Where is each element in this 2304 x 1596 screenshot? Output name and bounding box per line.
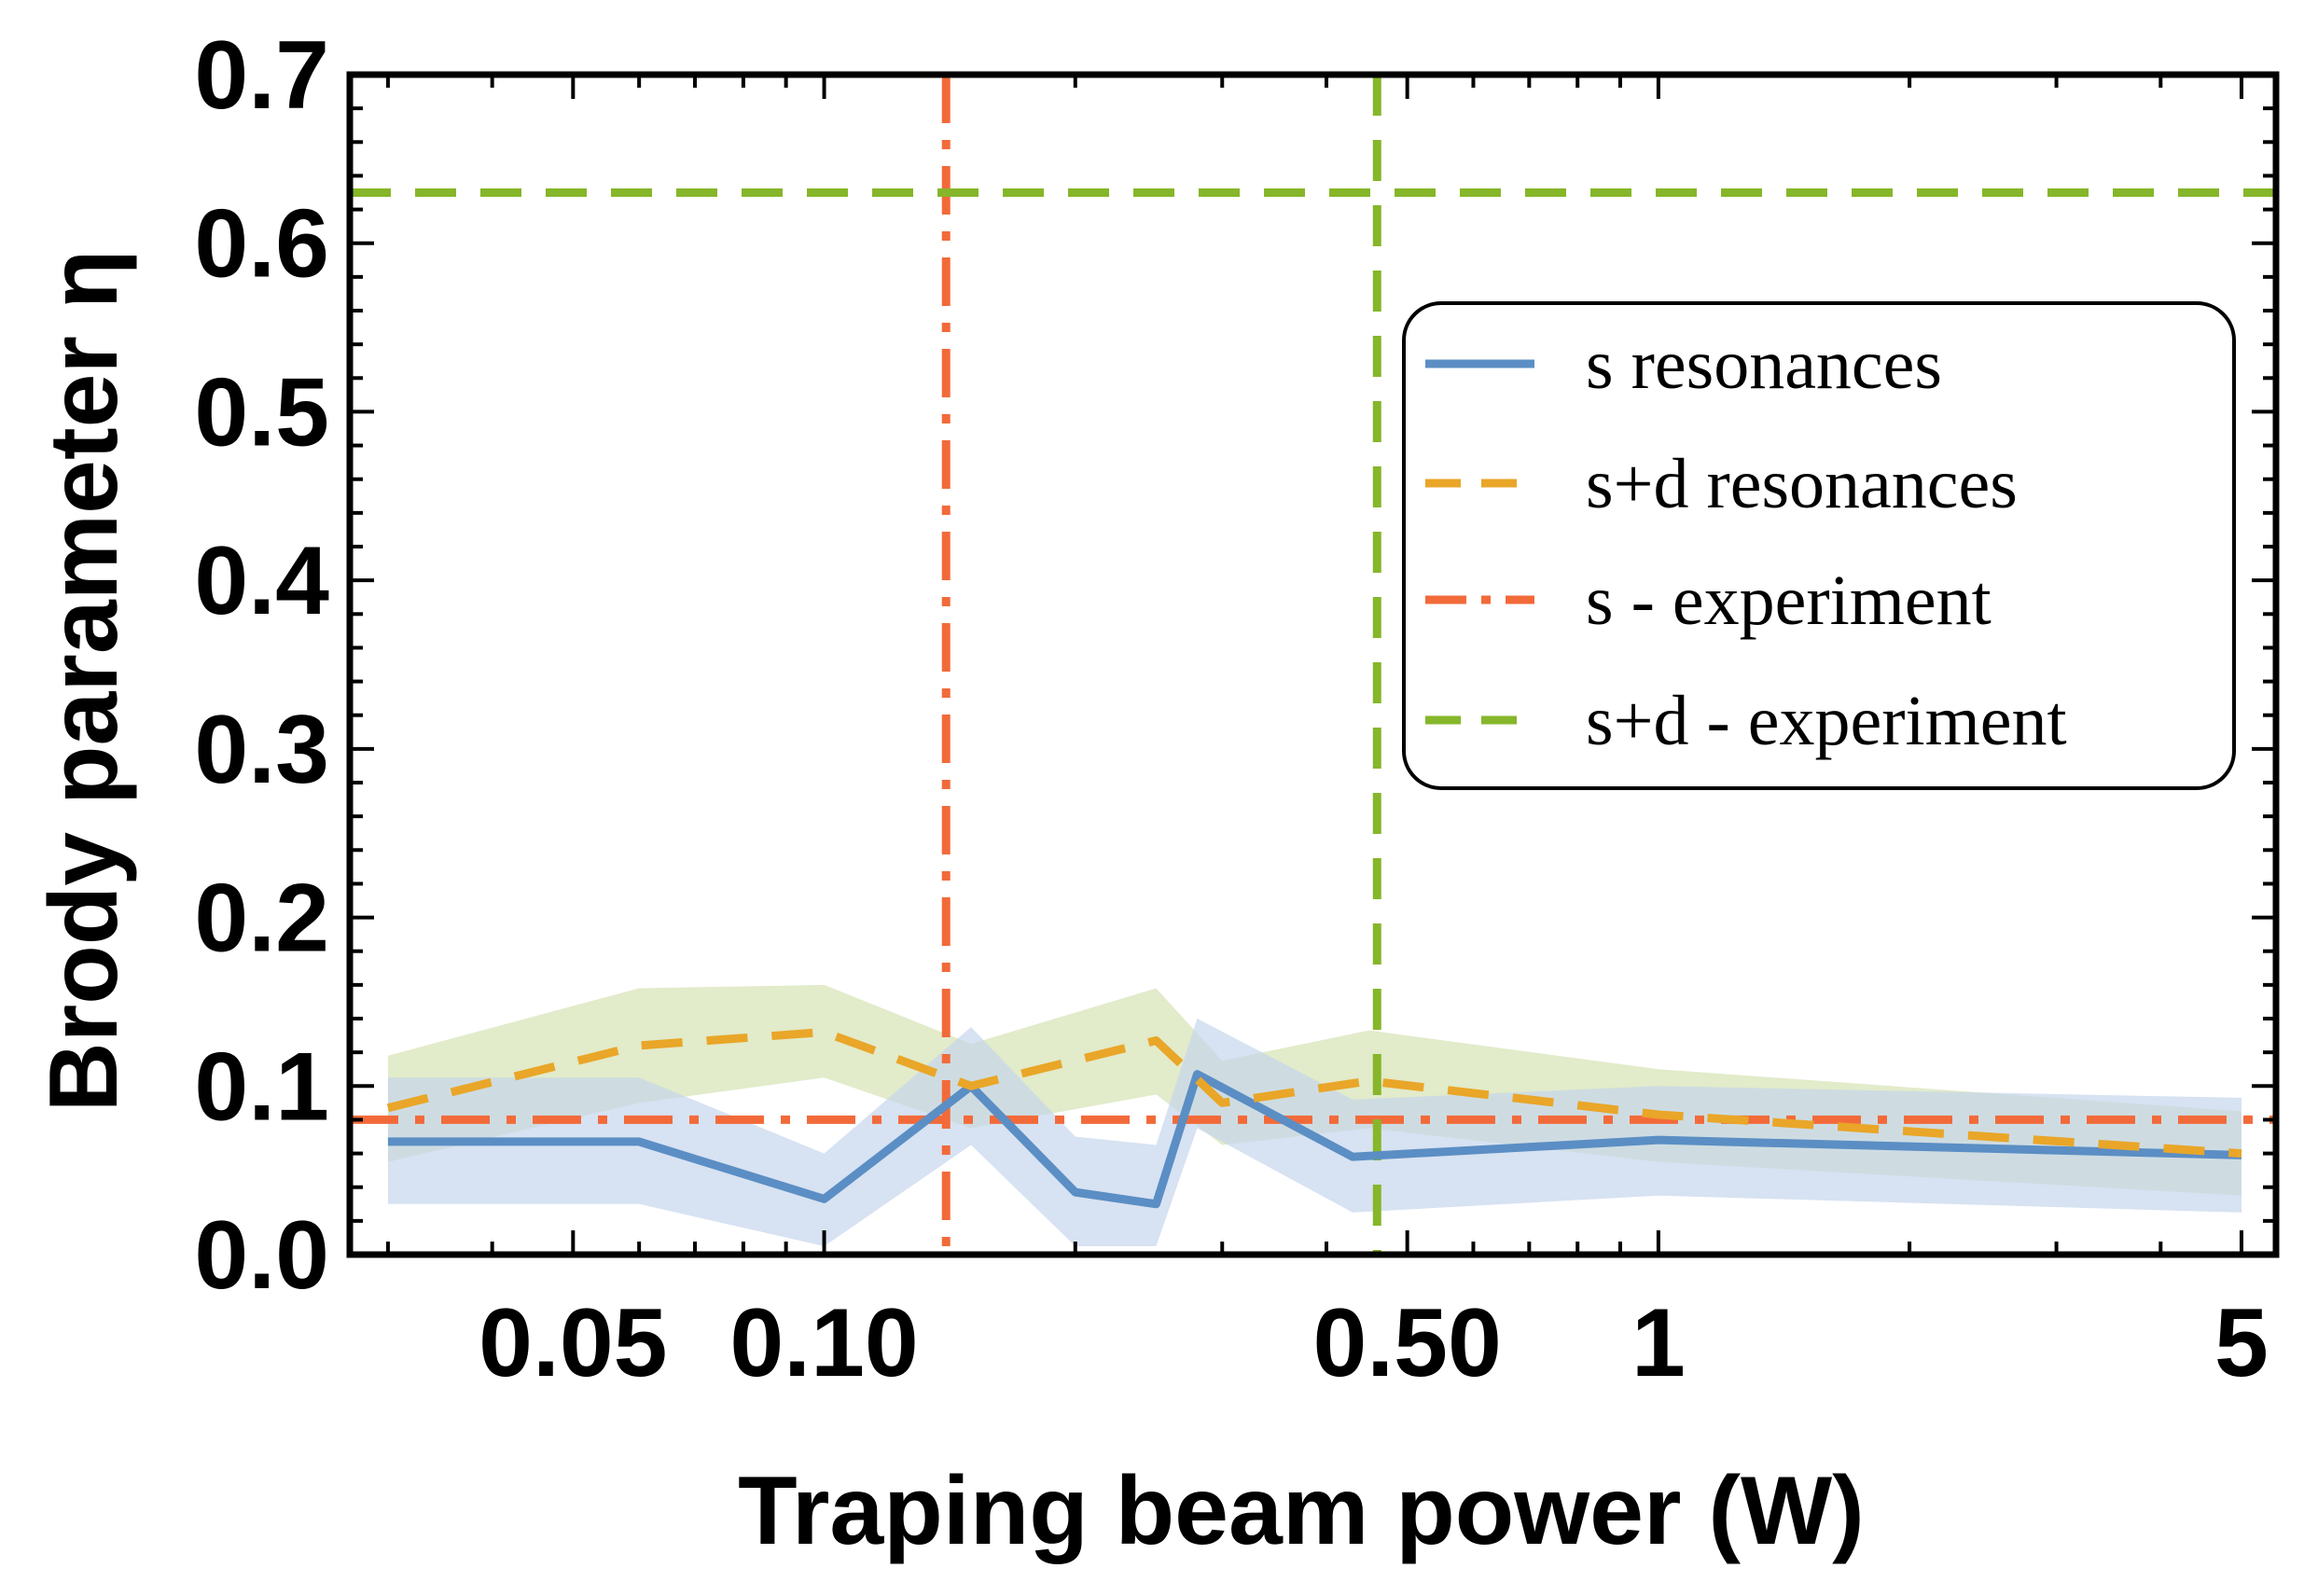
legend-entry: s resonances [1425, 326, 1942, 404]
plot-frame [346, 71, 2280, 1258]
legend: s resonances s+d resonances s - experiment… [1402, 301, 2236, 790]
y-tick-label: 0.7 [194, 21, 329, 130]
x-tick-label: 0.50 [1312, 1289, 1501, 1397]
x-tick-label: 0.10 [729, 1289, 918, 1397]
reference-lines [350, 75, 2276, 1255]
data-series [386, 1027, 2242, 1209]
y-tick-label: 0.0 [194, 1201, 329, 1310]
x-tick-label: 0.05 [479, 1289, 667, 1397]
legend-label: s+d - experiment [1586, 682, 2067, 760]
legend-label: s resonances [1586, 326, 1942, 404]
y-tick-label: 0.3 [194, 696, 329, 804]
axis-ticks [350, 73, 2276, 1256]
series-line-s-plus-d-resonances [386, 1027, 2242, 1159]
y-tick-label: 0.2 [194, 865, 329, 973]
legend-label: s+d resonances [1586, 445, 2018, 523]
y-tick-label: 0.4 [194, 527, 329, 635]
legend-entry: s+d resonances [1425, 445, 2018, 523]
legend-entry: s - experiment [1425, 562, 1992, 640]
y-tick-label: 0.6 [194, 190, 329, 298]
x-tick-label: 5 [2214, 1289, 2269, 1397]
y-tick-label: 0.1 [194, 1033, 329, 1141]
series-line-s-resonances [387, 1070, 2242, 1209]
legend-entry: s+d - experiment [1425, 682, 2067, 760]
legend-box [1402, 301, 2236, 790]
x-axis-title: Traping beam power (W) [738, 1457, 1865, 1565]
y-tick-label: 0.5 [194, 358, 329, 466]
plot-border [346, 71, 2280, 1258]
y-axis-title: Brody parameter η [30, 250, 138, 1113]
legend-label: s - experiment [1586, 562, 1992, 640]
x-tick-label: 1 [1631, 1289, 1686, 1397]
tick-labels: 0.0 0.1 0.2 0.3 0.4 0.5 0.6 0.7 0.05 0.10 0.50 1 5 [194, 21, 2268, 1397]
